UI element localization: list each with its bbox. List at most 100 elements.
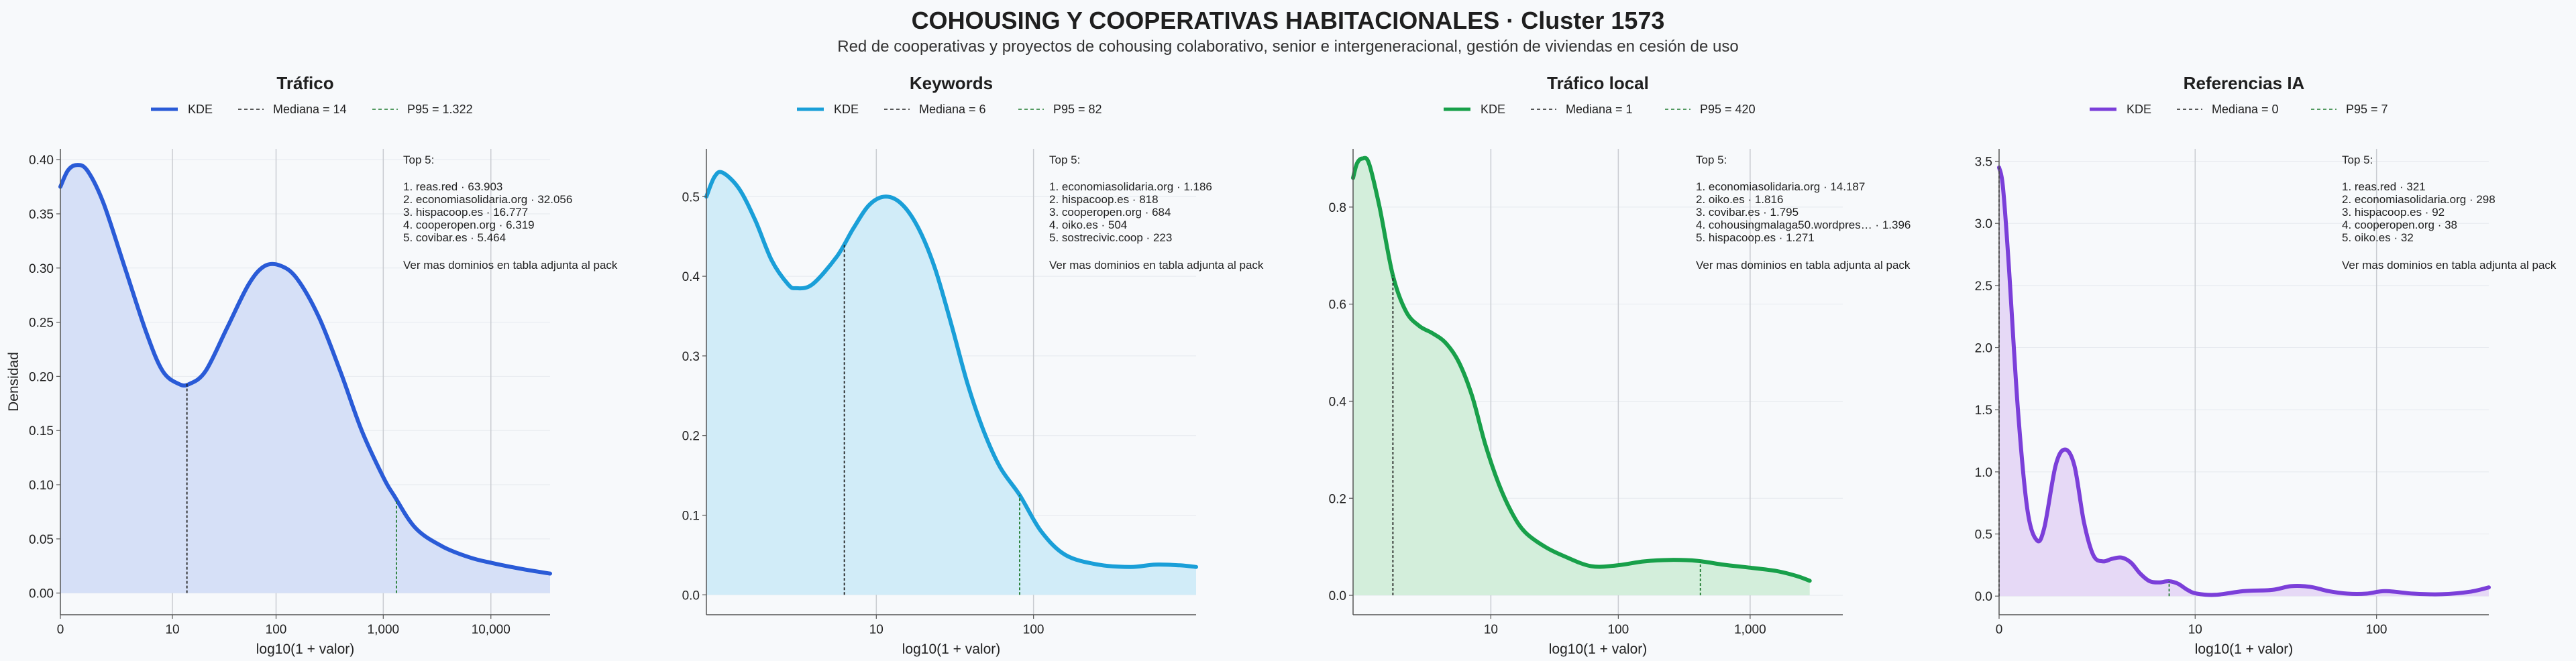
figure-subtitle: Red de cooperativas y proyectos de cohou… (837, 38, 1739, 56)
y-tick-label: 0.10 (29, 479, 54, 493)
y-tick-label: 0.20 (29, 370, 54, 384)
x-tick-label: 0 (57, 623, 64, 637)
x-axis-label: log10(1 + valor) (902, 642, 1001, 657)
top5-note: Ver mas dominios en tabla adjunta al pac… (2342, 259, 2557, 272)
y-tick-label: 0.05 (29, 533, 54, 547)
y-tick-label: 3.5 (1975, 156, 1992, 170)
top5-title: Top 5: (403, 154, 434, 166)
y-tick-label: 0.2 (1329, 492, 1346, 506)
x-tick-label: 100 (2366, 623, 2387, 637)
legend-median-label: Mediana = 14 (273, 103, 347, 116)
top5-item: 1. reas.red · 63.903 (403, 180, 502, 193)
top5-note: Ver mas dominios en tabla adjunta al pac… (403, 259, 618, 272)
y-tick-label: 0.00 (29, 587, 54, 601)
y-tick-label: 0.25 (29, 316, 54, 330)
top5-item: 5. oiko.es · 32 (2342, 231, 2414, 244)
legend-median-label: Mediana = 6 (919, 103, 986, 116)
legend-kde-label: KDE (1481, 103, 1505, 116)
kde-area (60, 165, 550, 593)
y-tick-label: 0.8 (1329, 201, 1346, 215)
y-tick-label: 3.0 (1975, 217, 1992, 231)
top5-title: Top 5: (1049, 154, 1080, 166)
x-tick-label: 100 (1608, 623, 1629, 637)
top5-note: Ver mas dominios en tabla adjunta al pac… (1049, 259, 1264, 272)
top5-item: 3. hispacoop.es · 16.777 (403, 206, 528, 219)
chart-panel: Referencias IA KDE Mediana = 0 P95 = 7 0.0 0.… (1975, 73, 2557, 657)
x-tick-label: 100 (1023, 623, 1044, 637)
figure-title: COHOUSING Y COOPERATIVAS HABITACIONALES … (912, 7, 1665, 34)
x-tick-label: 10 (869, 623, 883, 637)
chart-panel: Tráfico KDE Mediana = 14 P95 = 1.322 0.00 0.0… (6, 73, 618, 657)
y-tick-label: 0.6 (1329, 298, 1346, 312)
y-tick-label: 0.35 (29, 208, 54, 222)
legend-p95-label: P95 = 420 (1700, 103, 1756, 116)
top5-item: 5. covibar.es · 5.464 (403, 231, 506, 244)
top5-item: 3. hispacoop.es · 92 (2342, 206, 2445, 219)
y-tick-label: 0.1 (682, 509, 700, 523)
y-tick-label: 0.0 (682, 589, 700, 603)
x-axis-label: log10(1 + valor) (256, 642, 355, 657)
y-tick-label: 0.3 (682, 350, 700, 364)
x-tick-label: 10 (1484, 623, 1498, 637)
chart-legend: KDE Mediana = 14 P95 = 1.322 (151, 103, 473, 116)
top5-item: 1. economiasolidaria.org · 14.187 (1696, 180, 1865, 193)
kde-line (1997, 165, 2491, 597)
y-tick-label: 0.2 (682, 430, 700, 444)
top5-item: 5. hispacoop.es · 1.271 (1696, 231, 1815, 244)
top5-title: Top 5: (2342, 154, 2373, 166)
x-tick-label: 1,000 (1734, 623, 1766, 637)
top5-item: 2. economiasolidaria.org · 32.056 (403, 193, 572, 206)
y-tick-label: 0.15 (29, 424, 54, 438)
top5-title: Top 5: (1696, 154, 1727, 166)
y-tick-label: 0.40 (29, 154, 54, 168)
x-tick-label: 1,000 (368, 623, 400, 637)
y-tick-label: 1.0 (1975, 466, 1992, 480)
top5-item: 2. economiasolidaria.org · 298 (2342, 193, 2496, 206)
y-tick-label: 0.0 (1975, 590, 1992, 604)
top5-item: 1. economiasolidaria.org · 1.186 (1049, 180, 1212, 193)
legend-p95-label: P95 = 1.322 (407, 103, 473, 116)
legend-p95-label: P95 = 82 (1053, 103, 1102, 116)
chart-legend: KDE Mediana = 1 P95 = 420 (1444, 103, 1756, 116)
chart-title: Tráfico local (1547, 73, 1649, 93)
chart-title: Keywords (910, 73, 993, 93)
y-tick-label: 0.4 (1329, 395, 1347, 409)
x-tick-label: 10,000 (472, 623, 511, 637)
chart-panel: Tráfico local KDE Mediana = 1 P95 = 420 0.0 0… (1329, 73, 1911, 657)
top5-item: 4. cooperopen.org · 6.319 (403, 219, 535, 231)
top5-item: 3. cooperopen.org · 684 (1049, 206, 1171, 219)
legend-p95-label: P95 = 7 (2346, 103, 2388, 116)
top5-note: Ver mas dominios en tabla adjunta al pac… (1696, 259, 1911, 272)
top5-item: 3. covibar.es · 1.795 (1696, 206, 1799, 219)
x-tick-label: 10 (2188, 623, 2202, 637)
kde-area (1353, 158, 1810, 595)
kde-line (704, 170, 1198, 569)
x-tick-label: 10 (165, 623, 179, 637)
chart-panel: Keywords KDE Mediana = 6 P95 = 82 0.0 0.1 0.2 0… (682, 73, 1264, 657)
chart-legend: KDE Mediana = 6 P95 = 82 (797, 103, 1102, 116)
kde-line (1351, 156, 1812, 583)
x-axis-label: log10(1 + valor) (1549, 642, 1648, 657)
y-tick-label: 0.5 (1975, 528, 1992, 542)
y-tick-label: 2.0 (1975, 342, 1992, 356)
legend-kde-label: KDE (188, 103, 213, 116)
legend-kde-label: KDE (2127, 103, 2151, 116)
legend-kde-label: KDE (834, 103, 859, 116)
y-tick-label: 2.5 (1975, 280, 1992, 294)
top5-item: 5. sostrecivic.coop · 223 (1049, 231, 1172, 244)
kde-area (706, 172, 1196, 595)
top5-item: 4. cohousingmalaga50.wordpres… · 1.396 (1696, 219, 1911, 231)
top5-item: 1. reas.red · 321 (2342, 180, 2426, 193)
y-tick-label: 0.30 (29, 262, 54, 276)
chart-title: Referencias IA (2184, 73, 2305, 93)
x-tick-label: 100 (266, 623, 287, 637)
top5-item: 4. cooperopen.org · 38 (2342, 219, 2457, 231)
top5-item: 2. oiko.es · 1.816 (1696, 193, 1783, 206)
kde-area (1999, 167, 2489, 597)
x-tick-label: 0 (1996, 623, 2003, 637)
chart-title: Tráfico (276, 73, 333, 93)
y-axis-label: Densidad (6, 352, 21, 412)
top5-item: 2. hispacoop.es · 818 (1049, 193, 1159, 206)
legend-median-label: Mediana = 1 (1566, 103, 1633, 116)
